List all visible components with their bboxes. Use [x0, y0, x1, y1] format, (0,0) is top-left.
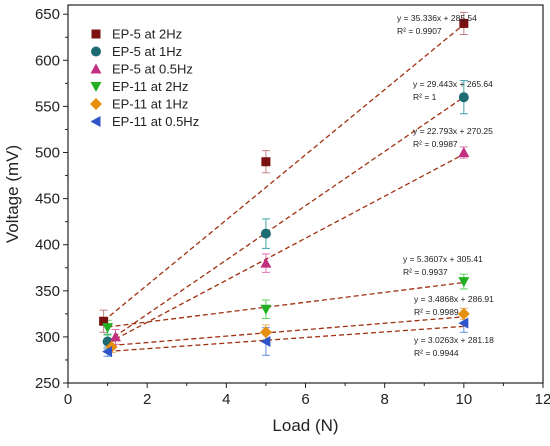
legend: EP-5 at 2Hz EP-5 at 1Hz EP-5 at 0.5Hz EP-11… — [90, 27, 199, 129]
y-tick-label: 550 — [35, 98, 60, 115]
x-tick-label: 2 — [143, 391, 151, 408]
fit-r-squared: R² = 0.9987 — [413, 139, 458, 149]
y-tick-label: 450 — [35, 191, 60, 208]
data-point — [458, 147, 470, 158]
data-point — [110, 331, 121, 342]
fit-line — [115, 153, 465, 340]
data-point — [99, 316, 109, 326]
data-point — [458, 92, 469, 103]
x-axis-ticks: 0 2 4 6 8 10 12 — [64, 383, 550, 408]
fit-r-squared: R² = 0.9989 — [414, 307, 459, 317]
fit-r-squared: R² = 0.9944 — [414, 348, 459, 358]
legend-marker — [90, 116, 101, 127]
x-tick-label: 0 — [64, 391, 72, 408]
y-tick-label: 500 — [35, 145, 60, 162]
y-axis-ticks: 250 300 350 400 450 500 550 600 650 — [35, 6, 68, 392]
data-point — [458, 277, 470, 288]
fit-line — [107, 325, 464, 353]
legend-label: EP-11 at 2Hz — [112, 79, 188, 94]
legend-marker — [91, 29, 101, 39]
fit-equation: y = 35.336x + 285.54 — [397, 13, 477, 23]
legend-label: EP-11 at 0.5Hz — [112, 114, 199, 129]
x-tick-label: 6 — [301, 391, 309, 408]
data-point — [102, 346, 113, 358]
x-tick-label: 4 — [222, 391, 230, 408]
y-tick-label: 400 — [35, 237, 60, 254]
data-point — [457, 307, 470, 320]
legend-label: EP-5 at 2Hz — [112, 27, 182, 42]
legend-marker — [90, 98, 102, 110]
x-tick-label: 8 — [380, 391, 388, 408]
data-point — [458, 317, 469, 329]
legend-label: EP-5 at 0.5Hz — [112, 62, 193, 77]
y-tick-label: 650 — [35, 6, 60, 23]
fit-r-squared: R² = 1 — [413, 92, 437, 102]
fit-annotations: y = 35.336x + 285.54 R² = 0.9907 y = 29.44… — [397, 13, 494, 358]
data-points — [99, 18, 470, 358]
x-axis-title: Load (N) — [272, 416, 338, 435]
y-tick-label: 250 — [35, 375, 60, 392]
data-point — [102, 323, 114, 334]
data-point — [259, 326, 272, 339]
fit-r-squared: R² = 0.9907 — [397, 26, 442, 36]
data-point — [260, 336, 271, 348]
y-tick-label: 350 — [35, 283, 60, 300]
data-point — [260, 304, 272, 315]
legend-label: EP-5 at 1Hz — [112, 44, 182, 59]
fit-equation: y = 3.4868x + 286.91 — [414, 294, 494, 304]
legend-marker — [90, 82, 102, 92]
y-axis-title: Voltage (mV) — [3, 145, 22, 243]
fit-equation: y = 29.443x + 265.64 — [413, 79, 493, 89]
fit-lines — [103, 23, 465, 353]
fit-equation: y = 22.793x + 270.25 — [413, 126, 493, 136]
data-point — [459, 18, 469, 28]
y-tick-label: 300 — [35, 329, 60, 346]
x-tick-label: 10 — [455, 391, 472, 408]
legend-marker — [90, 63, 102, 74]
fit-line — [111, 316, 464, 347]
x-tick-label: 12 — [535, 391, 550, 408]
legend-marker — [91, 46, 101, 57]
fit-line — [103, 23, 465, 322]
fit-r-squared: R² = 0.9937 — [403, 267, 448, 277]
y-tick-label: 600 — [35, 52, 60, 69]
legend-label: EP-11 at 1Hz — [112, 97, 188, 112]
data-point — [260, 257, 272, 268]
fit-line — [107, 281, 464, 328]
fit-equation: y = 5.3607x + 305.41 — [403, 254, 483, 264]
data-point — [261, 157, 271, 167]
data-point — [260, 228, 271, 239]
fit-equation: y = 3.0263x + 281.18 — [414, 335, 494, 345]
